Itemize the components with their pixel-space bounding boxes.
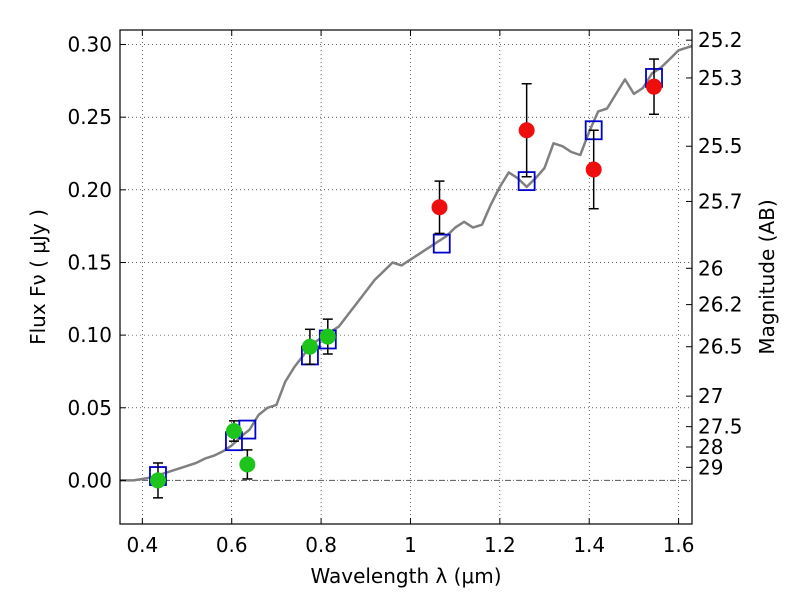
x-tick-label: 0.4	[126, 533, 158, 557]
data-point	[225, 423, 242, 440]
x-tick-label: 1.2	[484, 533, 516, 557]
magnitude-tick-label: 25.7	[698, 189, 743, 213]
series-near-infrared-detections	[431, 58, 663, 235]
right-axis-title: Magnitude (AB)	[755, 199, 779, 354]
x-tick-label: 1	[404, 533, 417, 557]
magnitude-tick-label: 27	[698, 384, 723, 408]
data-point	[301, 338, 318, 355]
magnitude-tick-label: 25.3	[698, 66, 743, 90]
plot-area	[120, 30, 692, 524]
y-tick-label: 0.25	[67, 105, 112, 129]
y-tick-label: 0.20	[67, 178, 112, 202]
model-photometry-square	[432, 233, 451, 254]
model-spectrum-line	[120, 44, 693, 482]
y-tick-label: 0.10	[67, 323, 112, 347]
y-tick-label: 0.05	[67, 396, 112, 420]
x-tick-label: 1.6	[663, 533, 695, 557]
data-point	[518, 122, 535, 139]
magnitude-tick-label: 25.2	[698, 28, 743, 52]
x-tick-label: 0.8	[305, 533, 337, 557]
y-axis: 0.00 0.05 0.10 0.15 0.20 0.25 0.30	[67, 33, 126, 492]
x-tick-label: 1.4	[573, 533, 605, 557]
y-tick-label: 0.30	[67, 33, 112, 57]
data-point	[149, 472, 166, 489]
x-tick-label: 0.6	[216, 533, 248, 557]
magnitude-tick-label: 26.2	[698, 293, 743, 317]
data-point	[646, 78, 663, 95]
x-axis: 0.4 0.6 0.8 1 1.2 1.4 1.6	[126, 30, 695, 557]
plot-frame	[119, 29, 693, 525]
series-model-spectrum	[120, 44, 693, 482]
data-point	[239, 456, 256, 473]
magnitude-tick-label: 28	[698, 435, 723, 459]
magnitude-tick-label: 25.5	[698, 134, 743, 158]
magnitude-tick-label: 26.5	[698, 335, 743, 359]
data-point	[585, 161, 602, 178]
magnitude-tick-label: 29	[698, 455, 723, 479]
y-axis-title: Flux Fν ( μJy )	[26, 209, 50, 345]
magnitude-tick-label: 26	[698, 256, 723, 280]
y-tick-label: 0.00	[67, 468, 112, 492]
series-layer	[120, 44, 693, 499]
y-tick-label: 0.15	[67, 250, 112, 274]
x-axis-title: Wavelength λ (μm)	[310, 564, 501, 588]
data-point	[431, 199, 448, 216]
magnitude-tick-label: 27.5	[698, 415, 743, 439]
series-optical-detections	[149, 318, 336, 499]
data-point	[319, 328, 336, 345]
